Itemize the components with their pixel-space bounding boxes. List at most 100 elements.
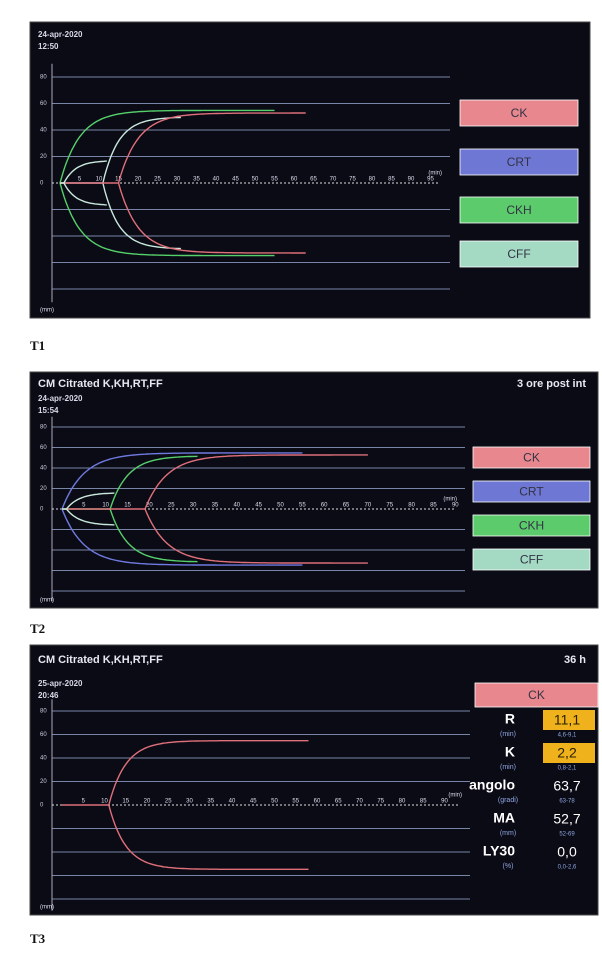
channel-label: CFF: [507, 247, 530, 261]
param-range: 52-69: [559, 832, 575, 838]
x-tick-label: 70: [356, 799, 363, 805]
x-tick-label: 10: [102, 503, 109, 509]
channel-label: CK: [523, 451, 540, 465]
x-tick-label: 20: [144, 799, 151, 805]
x-tick-label: 95: [427, 177, 434, 183]
y-tick-label: 80: [40, 425, 47, 431]
param-name: LY30: [483, 843, 515, 859]
param-value: 63,7: [553, 778, 580, 794]
panel: CM Citrated K,KH,RT,FF 3 ore post int 24-a…: [30, 372, 598, 636]
y-unit: (mm): [40, 905, 54, 911]
x-tick-label: 65: [335, 799, 342, 805]
param-value: 11,1: [554, 712, 580, 728]
x-tick-label: 50: [271, 799, 278, 805]
channel-label: CRT: [519, 485, 544, 499]
x-tick-label: 65: [343, 503, 350, 509]
param-range: 4,6-9,1: [558, 733, 577, 739]
x-tick-label: 80: [369, 177, 376, 183]
x-tick-label: 55: [271, 177, 278, 183]
channel-label: CKH: [506, 203, 531, 217]
x-tick-label: 45: [250, 799, 257, 805]
y-unit: (mm): [40, 308, 54, 314]
x-tick-label: 40: [233, 503, 240, 509]
y-tick-label: 20: [40, 154, 47, 160]
x-tick-label: 55: [292, 799, 299, 805]
x-tick-label: 20: [135, 177, 142, 183]
panel-label: T3: [30, 931, 46, 946]
x-tick-label: 90: [441, 799, 448, 805]
screen-title: CM Citrated K,KH,RT,FF: [38, 378, 163, 390]
param-name: R: [505, 711, 515, 727]
param-value: 0,0: [557, 844, 577, 860]
date: 25-apr-2020: [38, 679, 83, 688]
time: 15:54: [38, 406, 59, 415]
param-unit: (min): [500, 764, 516, 771]
screen-title: CM Citrated K,KH,RT,FF: [38, 654, 163, 666]
param-range: 0,8-2,1: [558, 766, 577, 772]
x-tick-label: 55: [299, 503, 306, 509]
x-tick-label: 30: [174, 177, 181, 183]
param-unit: (min): [500, 731, 516, 738]
y-tick-label: 20: [40, 486, 47, 492]
channel-label: CRT: [507, 155, 532, 169]
screen-note: 3 ore post int: [517, 378, 586, 390]
x-tick-label: 60: [314, 799, 321, 805]
x-tick-label: 40: [213, 177, 220, 183]
time: 12:50: [38, 42, 59, 51]
y-tick-label: 60: [40, 732, 47, 738]
y-unit: (mm): [40, 598, 54, 604]
x-tick-label: 35: [193, 177, 200, 183]
x-tick-label: 35: [212, 503, 219, 509]
x-tick-label: 50: [252, 177, 259, 183]
x-tick-label: 30: [186, 799, 193, 805]
channel-label: CK: [511, 106, 528, 120]
x-tick-label: 10: [96, 177, 103, 183]
x-tick-label: 50: [277, 503, 284, 509]
y-tick-label: 40: [40, 756, 47, 762]
x-tick-label: 75: [377, 799, 384, 805]
x-tick-label: 75: [349, 177, 356, 183]
param-value: 52,7: [553, 811, 580, 827]
param-range: 0,0-2,6: [558, 865, 577, 871]
panel: CM Citrated K,KH,RT,FF 36 h 25-apr-2020 20:…: [30, 645, 598, 946]
x-tick-label: 60: [291, 177, 298, 183]
x-tick-label: 25: [168, 503, 175, 509]
param-unit: (gradi): [498, 797, 518, 804]
panel-label: T2: [30, 621, 45, 636]
x-unit: (min): [448, 793, 462, 799]
x-tick-label: 80: [408, 503, 415, 509]
x-tick-label: 90: [408, 177, 415, 183]
x-tick-label: 45: [232, 177, 239, 183]
param-name: K: [505, 744, 515, 760]
param-range: 63-78: [559, 799, 575, 805]
x-tick-label: 70: [365, 503, 372, 509]
y-tick-label: 60: [40, 101, 47, 107]
date: 24-apr-2020: [38, 394, 83, 403]
panel-label: T1: [30, 338, 45, 353]
date: 24-apr-2020: [38, 30, 83, 39]
x-tick-label: 45: [255, 503, 262, 509]
x-tick-label: 30: [190, 503, 197, 509]
y-tick-label: 80: [40, 709, 47, 715]
param-value: 2,2: [557, 745, 577, 761]
x-tick-label: 25: [154, 177, 161, 183]
x-tick-label: 40: [229, 799, 236, 805]
screen-note: 36 h: [564, 654, 586, 666]
channel-label: CK: [528, 688, 545, 702]
x-tick-label: 85: [388, 177, 395, 183]
y-tick-label: 40: [40, 128, 47, 134]
x-tick-label: 90: [452, 503, 459, 509]
time: 20:46: [38, 691, 59, 700]
x-unit: (min): [428, 171, 442, 177]
param-name: angolo: [469, 777, 515, 793]
x-tick-label: 10: [101, 799, 108, 805]
x-unit: (min): [443, 497, 457, 503]
y-tick-label: 20: [40, 779, 47, 785]
x-tick-label: 85: [430, 503, 437, 509]
param-unit: (%): [503, 863, 514, 870]
x-tick-label: 65: [310, 177, 317, 183]
x-tick-label: 75: [386, 503, 393, 509]
x-tick-label: 15: [122, 799, 129, 805]
channel-label: CKH: [519, 519, 544, 533]
